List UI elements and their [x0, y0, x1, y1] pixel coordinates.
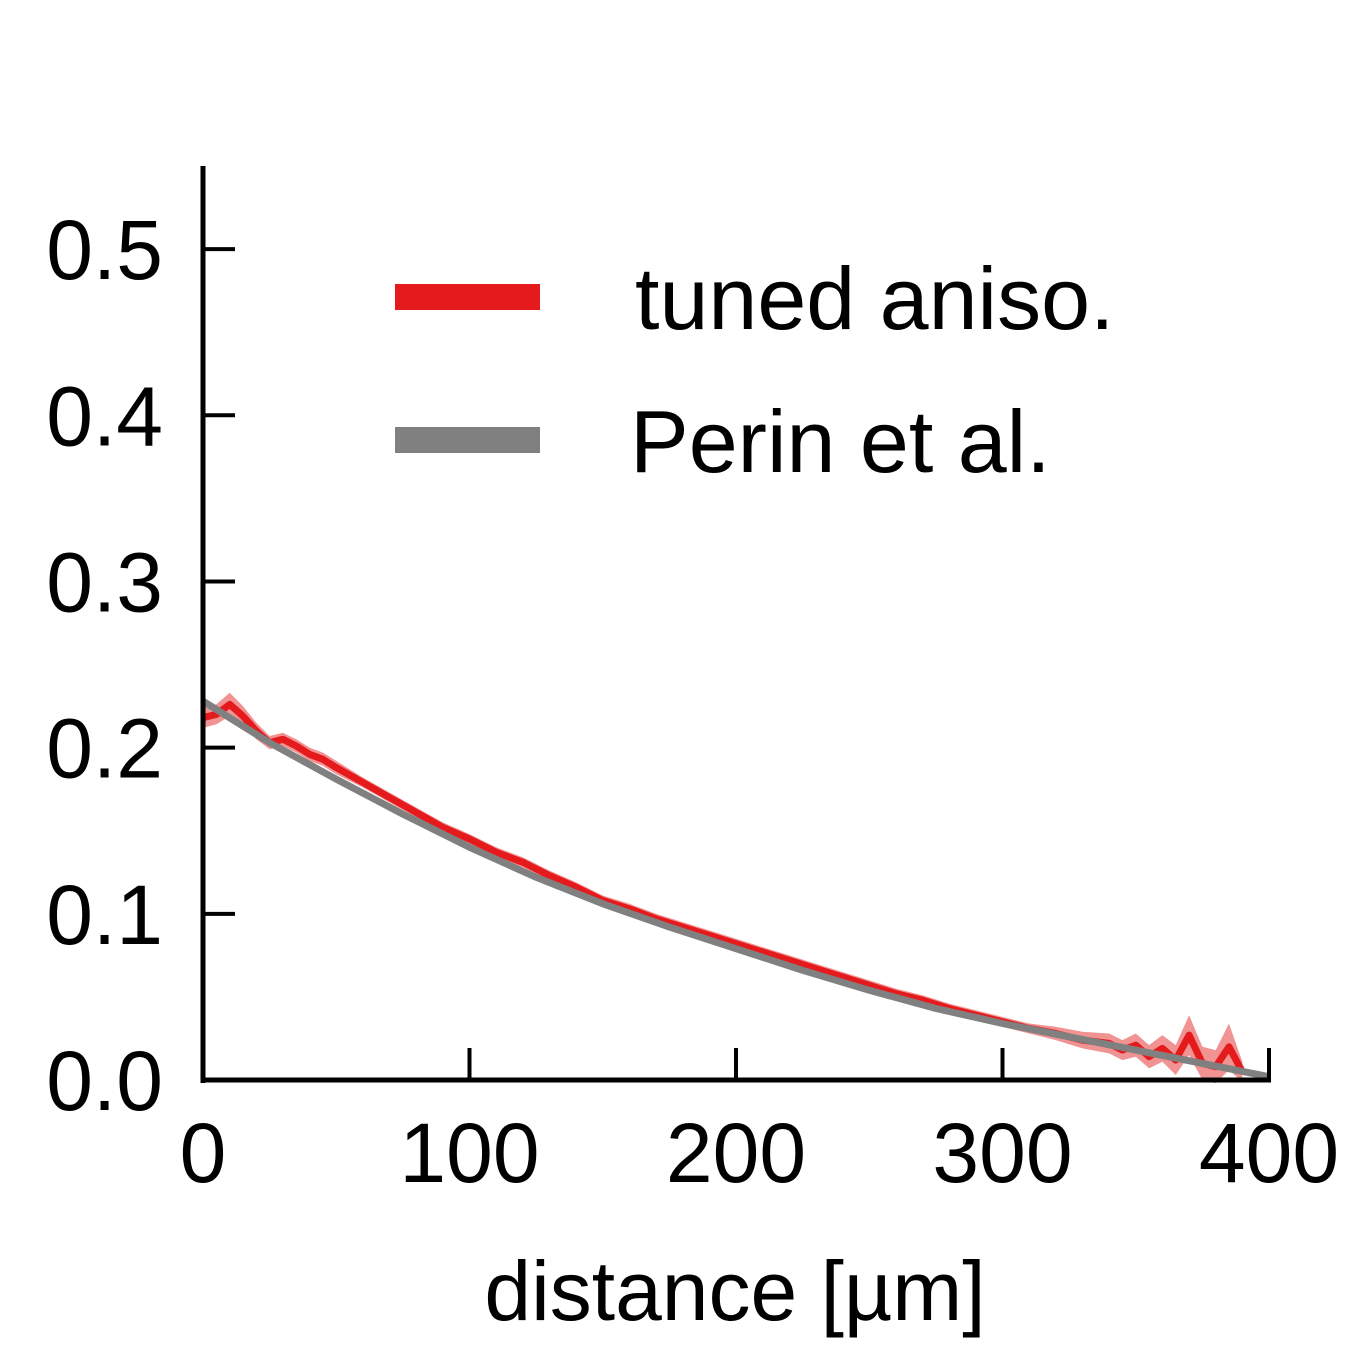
y-tick-label: 0.0: [46, 1034, 163, 1128]
series-tuned-aniso-error-band: [203, 692, 1243, 1084]
x-tick-label: 100: [399, 1106, 539, 1200]
series-layer: [201, 692, 1270, 1084]
y-tick-label: 0.4: [46, 369, 163, 463]
axes: [200, 166, 1271, 1083]
x-tick-label: 0: [180, 1106, 227, 1200]
x-tick-label: 400: [1199, 1106, 1339, 1200]
legend-label: tuned aniso.: [635, 249, 1115, 348]
y-tick-labels: 0.0 0.1 0.2 0.3 0.4 0.5: [46, 203, 163, 1128]
y-tick-label: 0.1: [46, 868, 163, 962]
y-tick-label: 0.3: [46, 535, 163, 629]
y-tick-label: 0.5: [46, 203, 163, 297]
x-tick-labels: 0 100 200 300 400: [180, 1106, 1339, 1200]
legend: tuned aniso. Perin et al.: [395, 249, 1115, 491]
x-tick-label: 300: [932, 1106, 1072, 1200]
series-perin-line: [201, 698, 1270, 1081]
legend-label: Perin et al.: [630, 392, 1051, 491]
series-tuned-aniso-line: [202, 700, 1246, 1074]
x-tick-label: 200: [666, 1106, 806, 1200]
y-tick-label: 0.2: [46, 702, 163, 796]
x-axis-label: distance [µm]: [484, 1244, 985, 1338]
